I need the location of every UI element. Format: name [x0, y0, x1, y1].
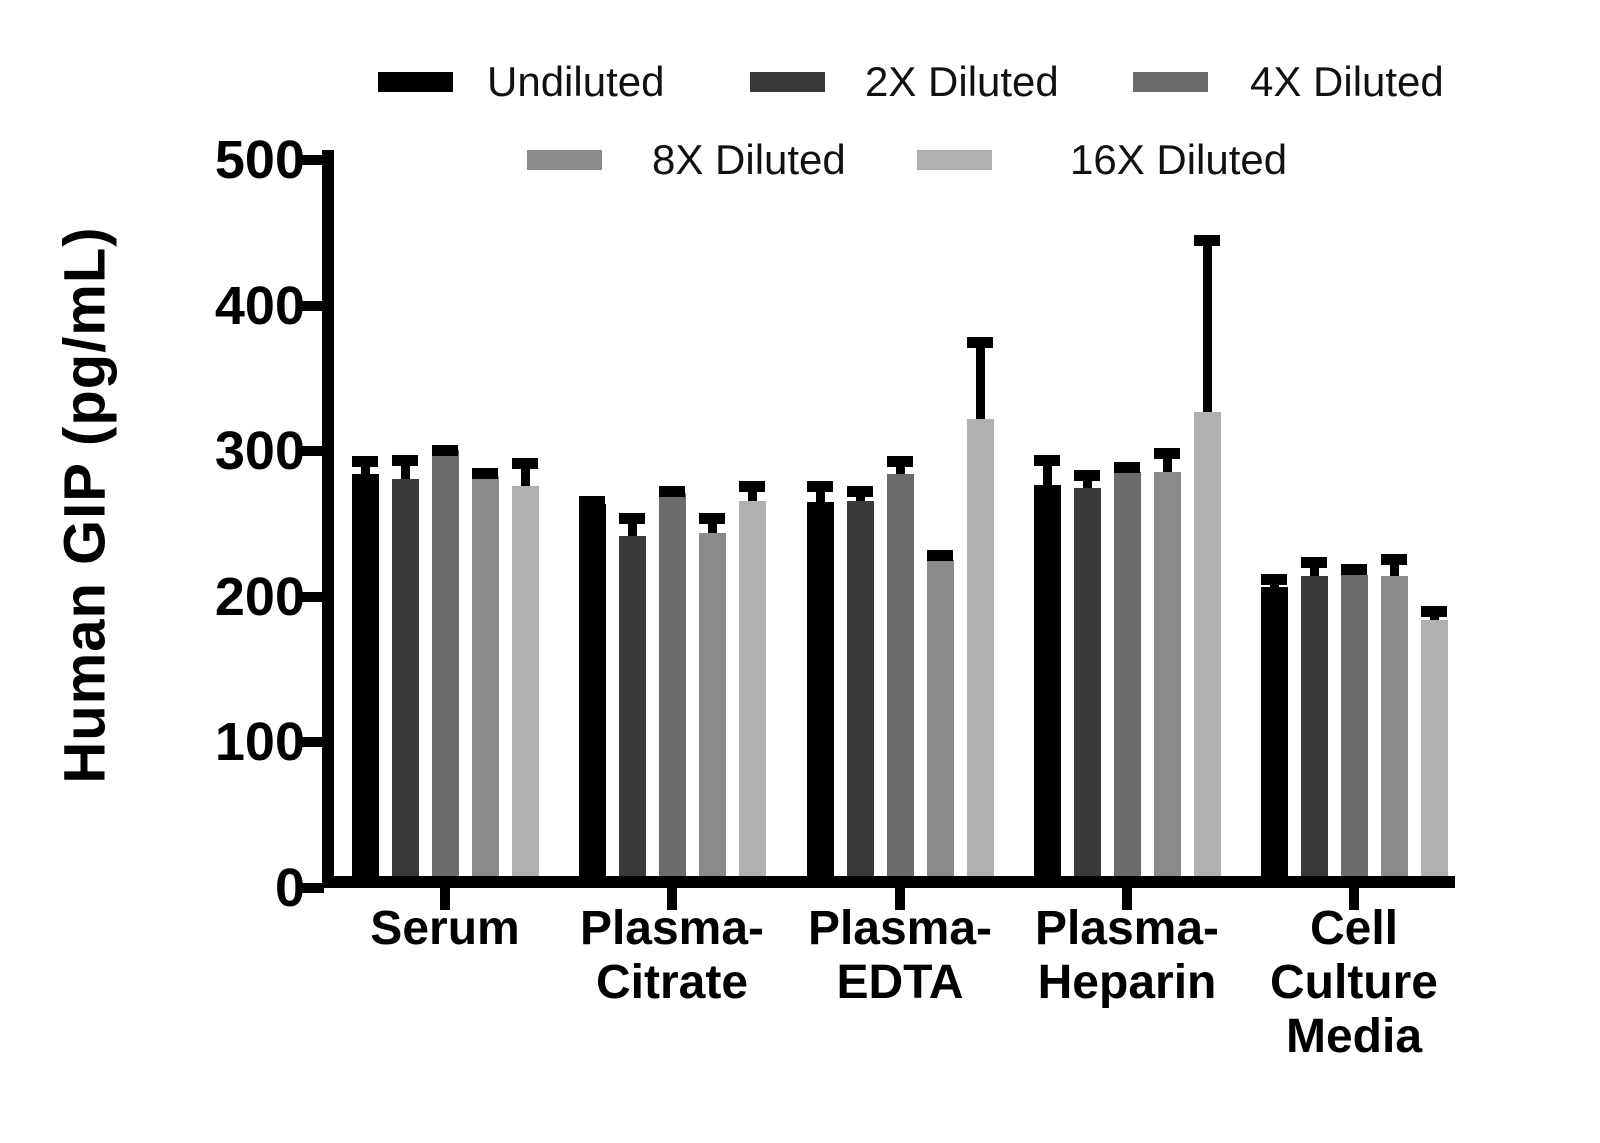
error-bar-cap [1421, 606, 1447, 618]
error-bar-cap [967, 337, 993, 349]
error-bar-cap [1341, 564, 1367, 576]
error-bar-stem [400, 457, 410, 479]
legend-label: 16X Diluted [1070, 136, 1288, 183]
error-bar-cap [472, 468, 498, 480]
y-axis-tick [298, 446, 324, 457]
legend-swatch [378, 72, 453, 92]
error-bar-cap [887, 456, 913, 468]
error-bar-stem [1042, 457, 1052, 485]
category-label: Serum [370, 902, 520, 955]
y-axis-tick [298, 737, 324, 748]
x-axis-tick [1349, 888, 1359, 910]
x-axis-tick [667, 888, 677, 910]
legend-label: 8X Diluted [652, 136, 846, 183]
bar [471, 475, 499, 882]
error-bar-cap [1301, 556, 1327, 568]
y-axis-tick [298, 300, 324, 311]
error-bar-cap [927, 549, 953, 561]
error-bar-stem [1162, 449, 1172, 472]
y-axis-tick-label: 500 [214, 130, 305, 190]
error-bar-cap [352, 456, 378, 468]
bar [738, 500, 766, 882]
error-bar-cap [619, 513, 645, 525]
bar [431, 449, 459, 882]
category-label: Plasma- Heparin [1034, 902, 1220, 1009]
y-axis-tick-label: 100 [214, 712, 305, 773]
bar [1193, 411, 1221, 882]
y-axis-tick-label: 200 [214, 566, 305, 627]
error-bar-cap [847, 485, 873, 497]
y-axis-line [322, 150, 334, 888]
bar [1033, 484, 1061, 882]
y-axis-tick-label: 0 [274, 858, 305, 918]
bar [806, 502, 834, 882]
legend-swatch [917, 150, 992, 170]
bar [578, 503, 606, 882]
bar [1420, 620, 1448, 882]
bar [1340, 574, 1368, 882]
error-bar-cap [1034, 455, 1060, 467]
error-bar-cap [1194, 235, 1220, 247]
error-bar-stem [1389, 556, 1399, 577]
y-axis-tick [298, 883, 324, 893]
error-bar-cap [1381, 554, 1407, 566]
y-axis-tick [298, 591, 324, 602]
bar [1380, 576, 1408, 882]
error-bar-cap [392, 455, 418, 467]
error-bar-cap [739, 481, 765, 493]
bar [886, 474, 914, 882]
x-axis-tick [440, 888, 450, 910]
error-bar-stem [815, 483, 825, 503]
error-bar-cap [579, 495, 605, 507]
category-label: Plasma- EDTA [807, 902, 993, 1009]
category-label: Plasma- Citrate [579, 902, 765, 1009]
x-axis-tick [1122, 888, 1132, 910]
y-axis-tick-label: 400 [214, 275, 305, 336]
bar [1073, 487, 1101, 882]
legend-swatch [750, 72, 825, 92]
legend-label: 2X Diluted [865, 58, 1059, 105]
bar [966, 419, 994, 882]
bar [926, 560, 954, 882]
error-bar-cap [512, 457, 538, 469]
bar [1260, 586, 1288, 882]
legend-label: Undiluted [487, 58, 665, 105]
x-axis-line [322, 876, 1455, 888]
bar [391, 478, 419, 882]
error-bar-cap [1074, 469, 1100, 481]
error-bar-cap [699, 513, 725, 525]
x-axis-tick [895, 888, 905, 910]
bar [618, 535, 646, 882]
error-bar-stem [975, 339, 985, 420]
error-bar-stem [520, 459, 530, 487]
y-axis-title: Human GIP (pg/mL) [52, 226, 118, 784]
error-bar-stem [627, 515, 637, 536]
bar [698, 532, 726, 882]
error-bar-cap [659, 485, 685, 497]
bar [658, 493, 686, 882]
error-bar-stem [1202, 237, 1212, 412]
bar [1153, 471, 1181, 882]
bar [846, 500, 874, 882]
error-bar-cap [432, 444, 458, 456]
category-label: Cell Culture Media [1270, 902, 1438, 1063]
error-bar-cap [1154, 447, 1180, 459]
error-bar-cap [1114, 462, 1140, 474]
legend-swatch [1133, 72, 1208, 92]
error-bar-cap [807, 481, 833, 493]
legend-swatch [527, 150, 602, 170]
error-bar-cap [1261, 574, 1287, 586]
bar [351, 474, 379, 882]
y-axis-tick [298, 155, 324, 165]
bar [1113, 471, 1141, 882]
legend-label: 4X Diluted [1250, 58, 1444, 105]
y-axis-tick-label: 300 [214, 421, 305, 482]
bar [511, 486, 539, 882]
bar [1300, 576, 1328, 882]
